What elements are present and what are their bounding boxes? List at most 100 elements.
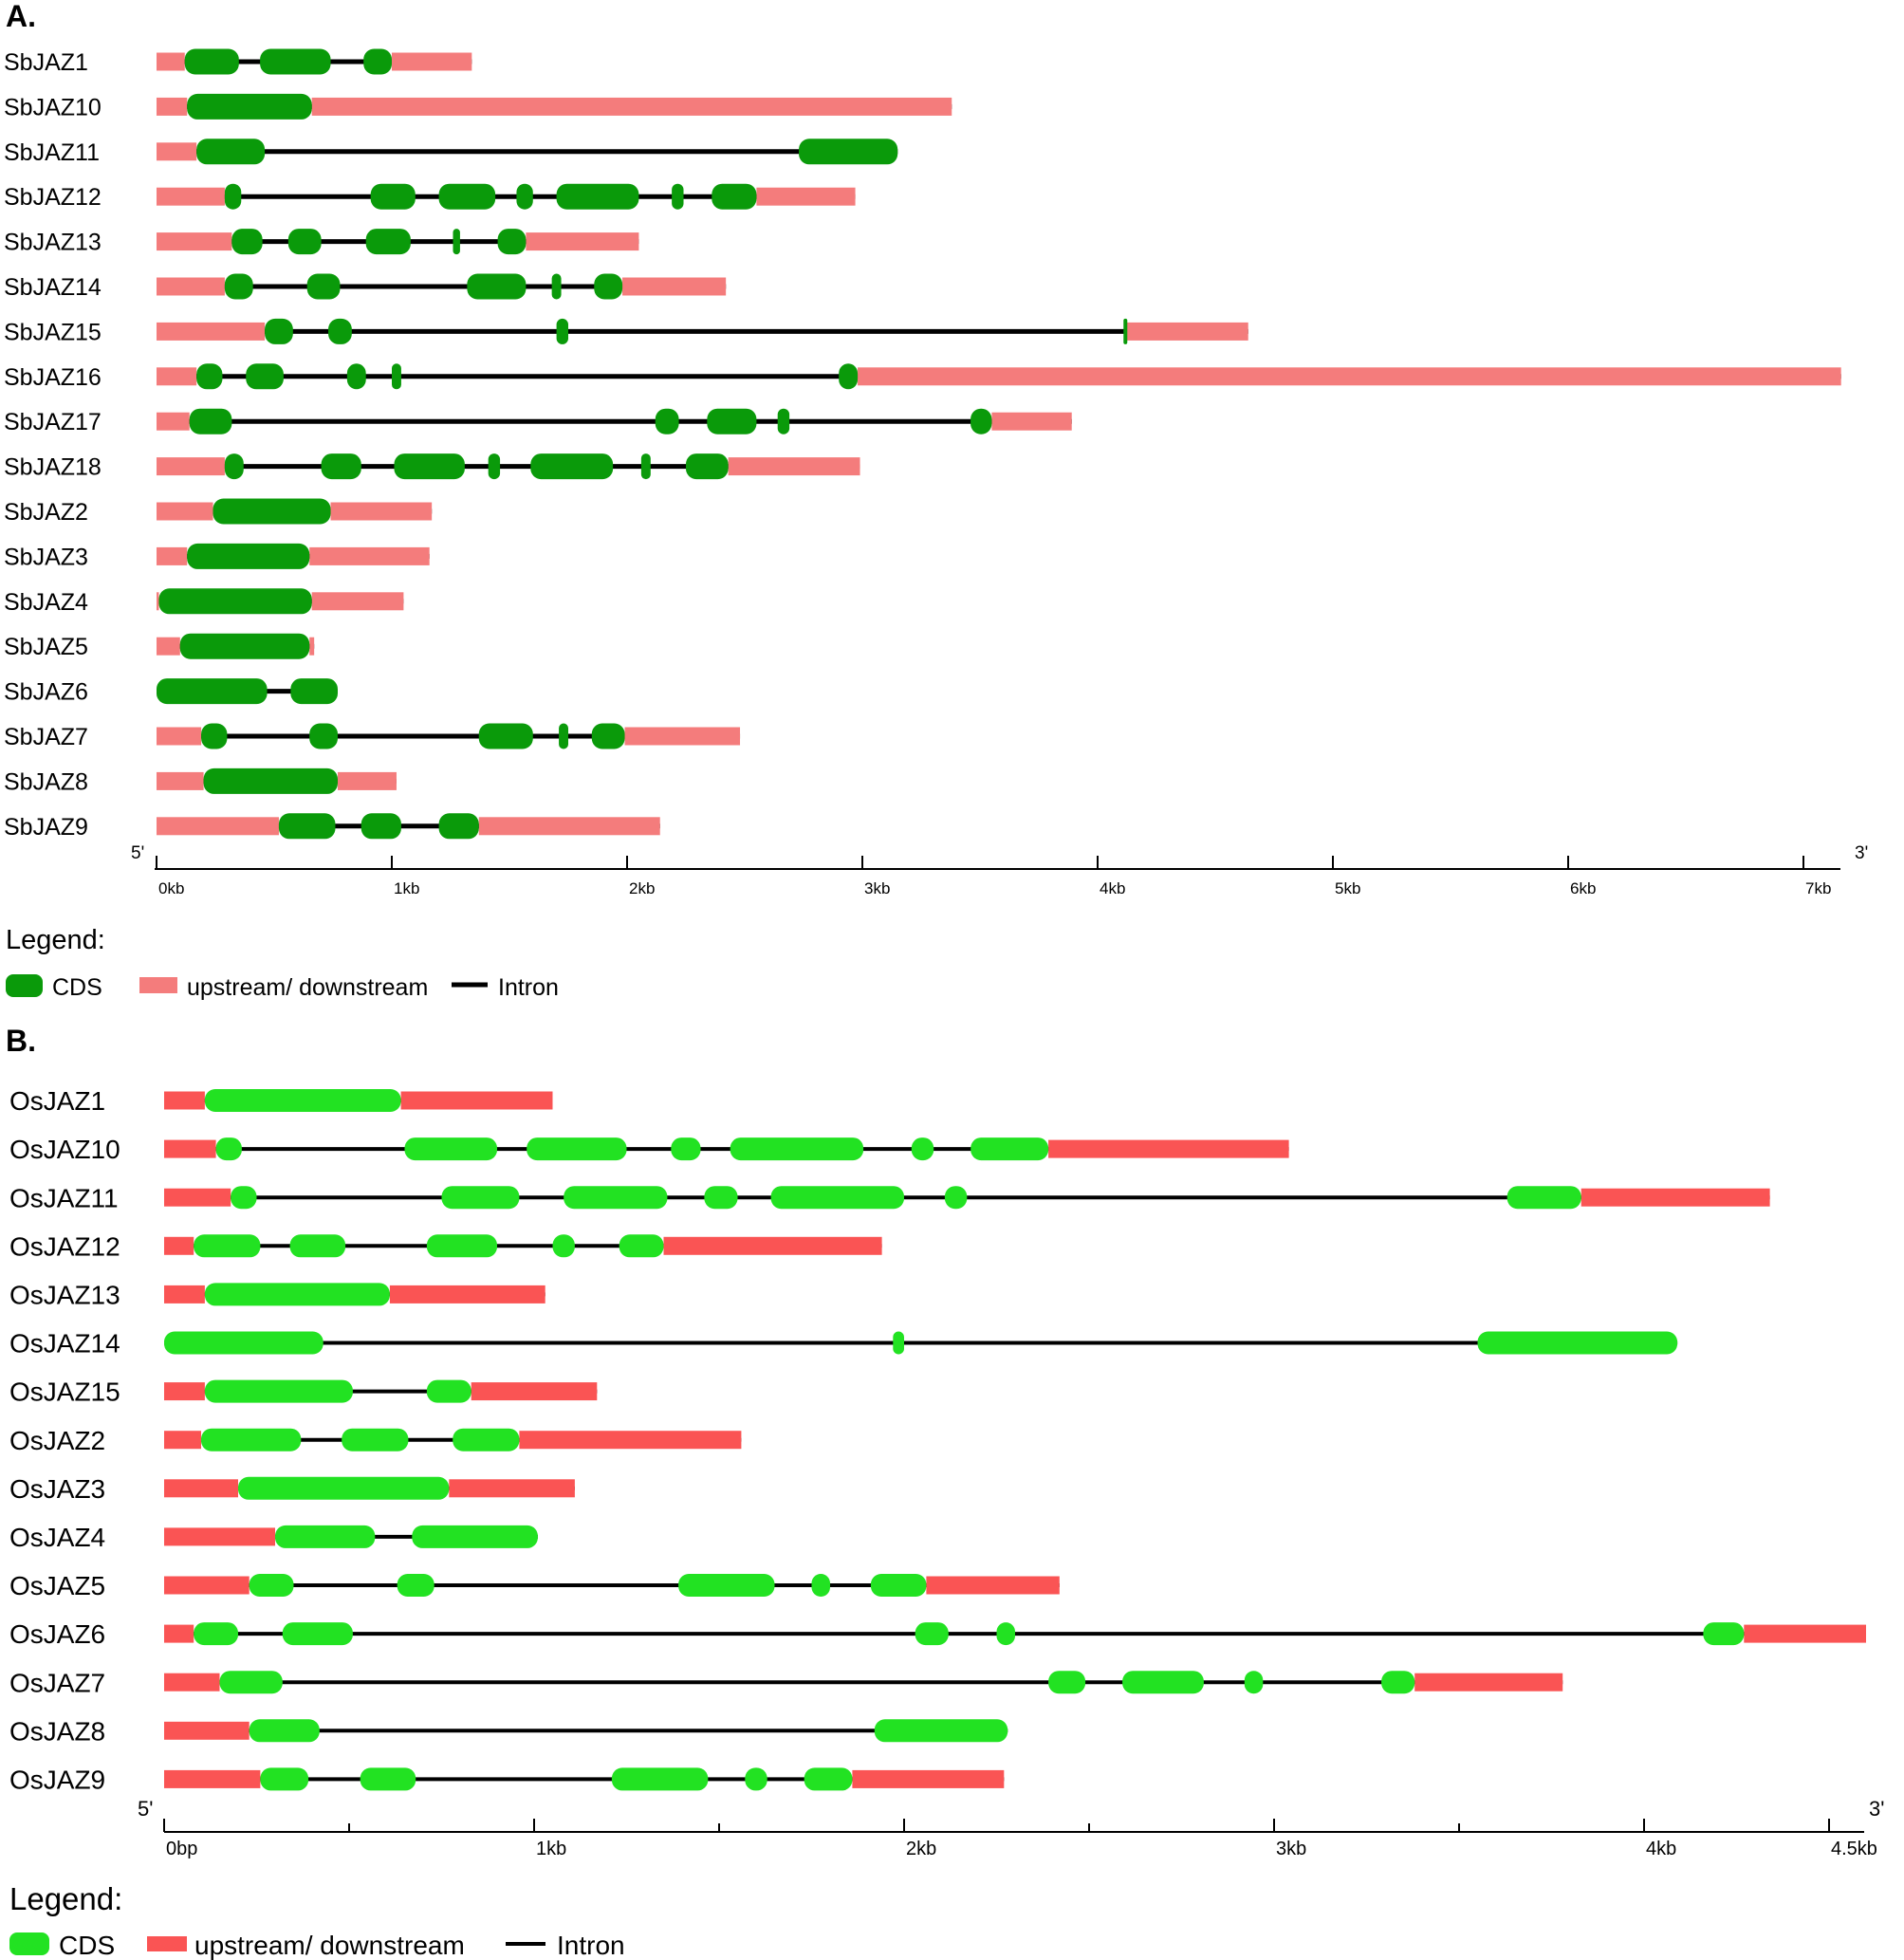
panel-a-axis: 5' 3' 0kb 1kb 2kb 3kb 4kb 5kb 6kb 7kb [131, 843, 1868, 897]
axis-tick-label: 6kb [1570, 879, 1596, 897]
cds-exon [196, 363, 223, 390]
utr-segment [478, 817, 660, 836]
cds-exon [360, 813, 401, 840]
cds-exon [157, 678, 268, 705]
gene-label: SbJAZ6 [4, 679, 88, 706]
utr-segment [926, 1576, 1060, 1595]
gene-track: SbJAZ4 [4, 588, 404, 616]
utr-segment [1414, 1673, 1563, 1692]
cds-exon [874, 1719, 1008, 1743]
panel-a-legend-utr-swatch [139, 977, 177, 993]
cds-exon [306, 273, 341, 300]
gene-track: SbJAZ5 [4, 633, 315, 660]
cds-exon [397, 1574, 434, 1597]
utr-segment [449, 1479, 575, 1498]
cds-exon [438, 183, 496, 210]
cds-exon [342, 1428, 409, 1452]
cds-exon [707, 408, 757, 435]
gene-track: OsJAZ1 [9, 1086, 553, 1116]
cds-exon [184, 48, 239, 75]
panel-b-legend-cds-label: CDS [59, 1931, 115, 1960]
gene-label: OsJAZ15 [9, 1378, 120, 1407]
cds-exon [249, 1574, 294, 1597]
cds-exon [944, 1186, 968, 1210]
cds-exon [619, 1234, 664, 1258]
gene-track: OsJAZ7 [9, 1668, 1563, 1697]
cds-exon [970, 1137, 1049, 1161]
cds-exon [441, 1186, 520, 1210]
utr-segment [330, 502, 433, 521]
cds-exon [346, 363, 366, 390]
utr-segment [164, 1431, 201, 1450]
cds-exon [1123, 318, 1128, 344]
utr-segment [157, 502, 213, 521]
cds-exon [497, 229, 527, 255]
panel-b-axis-end-label: 3' [1869, 1797, 1884, 1821]
utr-segment [389, 1285, 545, 1304]
utr-segment [157, 592, 159, 611]
gene-track: OsJAZ5 [9, 1571, 1060, 1600]
utr-segment [157, 817, 279, 836]
utr-segment [991, 412, 1072, 431]
cds-exon [594, 273, 623, 300]
utr-segment [164, 1673, 220, 1692]
gene-label: OsJAZ14 [9, 1329, 120, 1359]
panel-b-legend-cds-swatch [9, 1932, 49, 1955]
cds-exon [187, 543, 310, 569]
axis-tick-label: 1kb [394, 879, 419, 897]
gene-label: OsJAZ5 [9, 1571, 105, 1600]
cds-exon [453, 1428, 520, 1452]
gene-label: SbJAZ16 [4, 364, 102, 391]
utr-segment [157, 457, 225, 476]
cds-exon [678, 1574, 775, 1597]
gene-label: SbJAZ18 [4, 454, 102, 481]
utr-segment [1744, 1624, 1866, 1643]
panel-b-legend-title: Legend: [9, 1881, 122, 1916]
cds-exon [611, 1767, 709, 1791]
panel-b-title: B. [6, 1024, 36, 1058]
axis-tick-label: 4kb [1100, 879, 1125, 897]
axis-tick-label: 2kb [629, 879, 655, 897]
utr-segment [157, 412, 190, 431]
utr-segment [526, 232, 639, 251]
gene-track: SbJAZ10 [4, 93, 952, 120]
utr-segment [852, 1769, 1005, 1788]
cds-exon [231, 1186, 257, 1210]
utr-segment [157, 771, 204, 790]
gene-track: OsJAZ2 [9, 1426, 742, 1455]
axis-tick-label: 5kb [1335, 879, 1360, 897]
gene-label: OsJAZ2 [9, 1426, 105, 1455]
utr-segment [858, 367, 1841, 386]
gene-track: SbJAZ6 [4, 678, 338, 706]
cds-exon [426, 1234, 497, 1258]
gene-label: SbJAZ10 [4, 94, 102, 120]
utr-segment [164, 1139, 216, 1158]
axis-tick-label: 2kb [906, 1839, 936, 1859]
gene-track: OsJAZ4 [9, 1523, 538, 1552]
gene-label: OsJAZ11 [9, 1183, 119, 1212]
cds-exon [392, 363, 401, 390]
utr-segment [337, 771, 397, 790]
cds-exon [224, 183, 242, 210]
panel-b-axis-start-label: 5' [138, 1797, 153, 1821]
cds-exon [530, 453, 614, 480]
gene-track: SbJAZ8 [4, 767, 397, 795]
gene-label: OsJAZ6 [9, 1619, 105, 1649]
cds-exon [215, 1137, 242, 1161]
cds-exon [363, 48, 392, 75]
utr-segment [164, 1285, 205, 1304]
cds-exon [970, 408, 992, 435]
cds-exon [870, 1574, 927, 1597]
utr-segment [164, 1479, 238, 1498]
cds-exon [672, 183, 684, 210]
axis-tick-label: 4kb [1646, 1839, 1676, 1859]
cds-exon [686, 453, 729, 480]
utr-segment [157, 322, 266, 341]
gene-track: SbJAZ12 [4, 183, 856, 211]
gene-track: OsJAZ6 [9, 1619, 1866, 1649]
gene-track: OsJAZ9 [9, 1765, 1005, 1794]
cds-exon [467, 273, 527, 300]
cds-exon [203, 767, 338, 794]
utr-segment [157, 232, 232, 251]
cds-exon [671, 1137, 701, 1161]
